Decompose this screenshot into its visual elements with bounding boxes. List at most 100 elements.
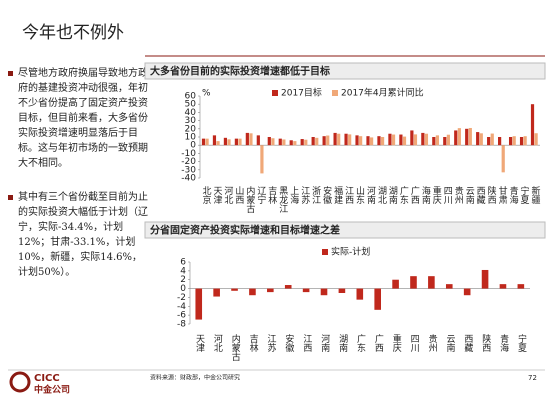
x-tick-label: 安徽 (283, 333, 294, 353)
bar (457, 128, 461, 146)
x-tick-label: 海南 (420, 185, 431, 204)
bar (289, 140, 293, 146)
bar (424, 133, 429, 146)
bar (322, 136, 326, 146)
bar (315, 137, 319, 146)
bar (359, 136, 363, 146)
x-tick-label: 福建 (332, 185, 343, 205)
bar (282, 139, 286, 146)
y-tick-label: -2 (177, 293, 186, 303)
bar (227, 139, 231, 146)
bar (201, 138, 206, 146)
bar (245, 132, 249, 146)
bar (320, 288, 328, 296)
bar (333, 132, 337, 146)
y-unit: % (202, 89, 211, 99)
y-tick-label: 2 (180, 275, 186, 285)
x-tick-label: 云南 (464, 186, 475, 204)
x-tick-label: 重庆 (391, 333, 402, 353)
x-tick-label: 甘肃 (497, 185, 508, 205)
bar (238, 138, 242, 146)
x-tick-label: 吉林 (248, 334, 259, 353)
bar (293, 141, 297, 146)
bar (278, 138, 282, 146)
bar (421, 132, 425, 146)
chart-header (144, 221, 546, 239)
bar (519, 137, 524, 146)
y-tick-label: -6 (177, 311, 186, 321)
logo-mark (9, 371, 31, 393)
x-tick-label: 陕西 (486, 185, 497, 205)
logo-text: 中金公司 (34, 384, 70, 396)
x-tick-label: 湖南 (387, 186, 398, 204)
bar (517, 284, 525, 289)
bar (512, 136, 516, 146)
bar (284, 285, 292, 289)
bar (490, 133, 494, 146)
x-tick-label: 天津 (211, 186, 222, 205)
x-tick-label: 黑龙江 (277, 186, 288, 214)
legend-swatch (272, 90, 278, 96)
x-tick-label: 新疆 (530, 185, 541, 205)
x-tick-label: 辽宁 (255, 186, 266, 204)
bar (487, 137, 491, 146)
x-tick-label: 江西 (343, 186, 354, 205)
bar (410, 276, 417, 289)
bar (413, 134, 418, 146)
x-tick-label: 湖南 (337, 334, 348, 352)
y-tick-label: 0 (180, 284, 186, 294)
bar (523, 136, 527, 146)
y-tick-label: 0 (190, 141, 196, 151)
slide-title: 今年也不例外 (22, 23, 124, 43)
legend-label: 2017目标 (281, 87, 322, 99)
bar (271, 138, 275, 146)
x-tick-label: 河北 (212, 333, 223, 353)
bar (300, 139, 304, 146)
bar (380, 137, 385, 146)
bar (402, 136, 407, 146)
x-tick-label: 西藏 (462, 334, 473, 353)
x-tick-label: 江苏 (299, 186, 310, 205)
x-tick-label: 天津 (194, 334, 205, 353)
bar (446, 134, 450, 146)
bar (344, 133, 348, 146)
bar (267, 288, 274, 293)
bar (249, 288, 256, 296)
x-tick-label: 内蒙古 (230, 333, 241, 362)
bar (304, 139, 308, 146)
bar (508, 137, 513, 146)
bar (499, 284, 507, 289)
logo-text: CICC (34, 373, 60, 384)
bar (410, 130, 414, 146)
legend-label: 实际-计划 (331, 246, 370, 258)
bar (388, 133, 392, 146)
bar (399, 134, 403, 146)
x-tick-label: 内蒙古 (244, 185, 255, 214)
bar (432, 137, 436, 146)
bar (454, 130, 458, 146)
y-tick-label: -8 (177, 320, 186, 330)
bullet: 尽管地方政府换届导致地方政府的基建投资冲动很强，年初不少省份提高了固定资产投资目… (8, 66, 148, 171)
bar (445, 284, 453, 289)
bar (481, 269, 489, 289)
bar (311, 137, 315, 146)
y-tick-label: 4 (180, 266, 186, 276)
bar (356, 288, 364, 300)
x-tick-label: 青海 (498, 333, 509, 353)
bar (267, 137, 271, 146)
legend-label: 2017年4月累计同比 (341, 87, 424, 99)
bar (256, 135, 260, 146)
x-tick-label: 广西 (373, 333, 384, 353)
x-tick-label: 陕西 (480, 333, 491, 353)
y-tick-label: 40 (185, 108, 197, 118)
bar (428, 276, 435, 289)
bar (530, 104, 535, 146)
x-tick-label: 青海 (508, 185, 519, 205)
x-tick-label: 上海 (288, 186, 299, 205)
x-tick-label: 江苏 (266, 334, 277, 353)
bar (348, 134, 352, 146)
chart-title: 大多省份目前的实际投资增速都低于目标 (150, 65, 330, 78)
x-tick-label: 湖北 (376, 186, 387, 205)
bar (234, 138, 238, 146)
bar (366, 136, 370, 146)
